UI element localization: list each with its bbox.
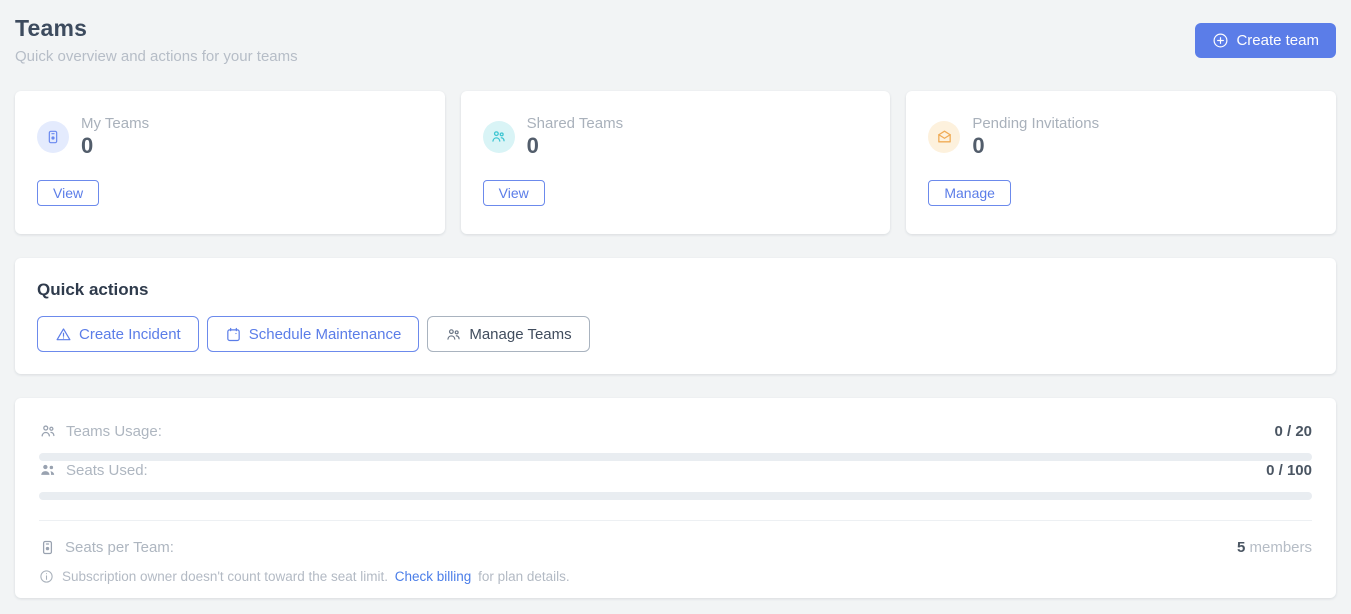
seats-per-team-label: Seats per Team: [65, 539, 174, 556]
note-text: Subscription owner doesn't count toward … [62, 569, 570, 584]
seats-per-team-value: 5 members [1237, 539, 1312, 556]
stat-top: Shared Teams 0 [482, 115, 869, 158]
create-incident-button[interactable]: Create Incident [37, 316, 199, 352]
quick-actions-title: Quick actions [37, 280, 149, 299]
seats-used-label: Seats Used: [66, 461, 148, 479]
users-group-outline-icon [39, 422, 57, 440]
stat-card-shared-teams: Shared Teams 0 View [460, 91, 891, 234]
stat-value: 0 [81, 133, 94, 158]
seats-per-team-suffix: members [1245, 539, 1312, 556]
teams-usage-label-group: Teams Usage: [39, 422, 162, 440]
seat-limit-note: Subscription owner doesn't count toward … [39, 569, 1312, 584]
stat-label: Shared Teams [526, 115, 624, 132]
contact-badge-icon [37, 120, 69, 153]
note-text-after: for plan details. [478, 569, 570, 584]
my-teams-view-button[interactable]: View [37, 180, 100, 207]
stat-card-pending-invitations: Pending Invitations 0 Manage [906, 91, 1336, 234]
create-incident-label: Create Incident [79, 325, 181, 343]
teams-usage-value: 0 / 20 [1274, 422, 1312, 440]
users-group-icon [445, 326, 462, 343]
header-text: Teams Quick overview and actions for you… [15, 15, 298, 65]
divider [39, 520, 1312, 521]
shared-teams-view-button[interactable]: View [482, 180, 545, 207]
contact-badge-icon [39, 539, 56, 556]
stat-top: Pending Invitations 0 [928, 115, 1314, 158]
seats-per-team-number: 5 [1236, 539, 1246, 556]
seats-per-team-label-group: Seats per Team: [39, 539, 174, 556]
stat-value: 0 [972, 133, 985, 158]
manage-teams-label: Manage Teams [469, 325, 572, 343]
schedule-maintenance-button[interactable]: Schedule Maintenance [206, 316, 420, 352]
teams-page: Teams Quick overview and actions for you… [15, 15, 1336, 598]
manage-teams-button[interactable]: Manage Teams [427, 316, 590, 352]
page-header: Teams Quick overview and actions for you… [15, 15, 1336, 65]
stat-text: Pending Invitations 0 [972, 115, 1099, 158]
seats-used-row: Seats Used: 0 / 100 [39, 461, 1312, 479]
seats-used-value: 0 / 100 [1266, 461, 1312, 479]
create-team-label: Create team [1236, 32, 1319, 49]
page-subtitle: Quick overview and actions for your team… [15, 48, 298, 65]
check-billing-link[interactable]: Check billing [394, 569, 472, 584]
stat-text: My Teams 0 [81, 115, 149, 158]
warning-triangle-icon [55, 326, 72, 343]
stat-value: 0 [526, 133, 539, 158]
users-filled-icon [39, 461, 57, 479]
teams-usage-progressbar [39, 453, 1312, 461]
note-text-before: Subscription owner doesn't count toward … [62, 569, 388, 584]
seats-per-team-row: Seats per Team: 5 members [39, 539, 1312, 556]
stat-top: My Teams 0 [37, 115, 423, 158]
stat-cards-row: My Teams 0 View Shared Teams 0 View [15, 91, 1336, 234]
seats-used-progressbar [39, 492, 1312, 500]
info-circle-icon [39, 569, 54, 584]
schedule-maintenance-label: Schedule Maintenance [248, 325, 402, 343]
stat-label: Pending Invitations [972, 115, 1100, 132]
envelope-open-icon [928, 120, 961, 153]
users-group-icon [482, 120, 515, 153]
page-title: Teams [15, 15, 88, 41]
usage-card: Teams Usage: 0 / 20 Seats Used: 0 / 100 [15, 398, 1336, 598]
plus-circle-icon [1212, 32, 1229, 49]
stat-label: My Teams [81, 115, 150, 132]
pending-invitations-manage-button[interactable]: Manage [928, 180, 1011, 207]
seats-used-label-group: Seats Used: [39, 461, 148, 479]
quick-actions-card: Quick actions Create Incident Schedule M… [15, 258, 1336, 374]
teams-usage-label: Teams Usage: [66, 422, 162, 440]
quick-actions-row: Create Incident Schedule Maintenance Man… [37, 316, 1314, 352]
teams-usage-row: Teams Usage: 0 / 20 [39, 422, 1312, 440]
calendar-icon [225, 326, 242, 343]
stat-text: Shared Teams 0 [527, 115, 623, 158]
create-team-button[interactable]: Create team [1195, 23, 1336, 58]
stat-card-my-teams: My Teams 0 View [15, 91, 445, 234]
